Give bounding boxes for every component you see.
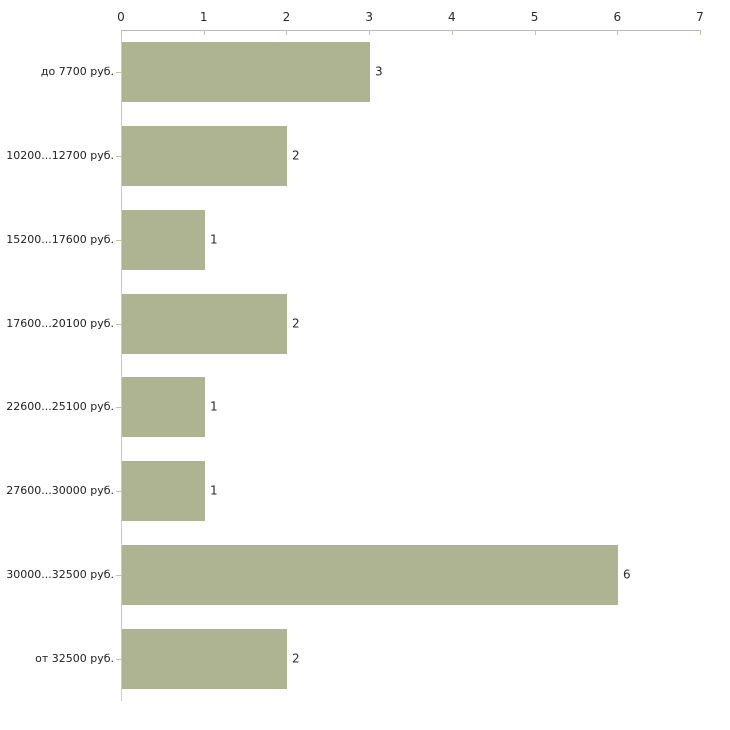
category-label: 27600...30000 руб.	[6, 484, 114, 497]
bar	[122, 210, 205, 270]
x-axis-tick	[534, 30, 536, 35]
y-axis-tick	[116, 324, 121, 325]
bar-value-label: 2	[292, 651, 300, 666]
x-axis-tick-label: 3	[365, 10, 373, 24]
bar-value-label: 2	[292, 148, 300, 163]
category-label: 10200...12700 руб.	[6, 149, 114, 162]
category-label: 30000...32500 руб.	[6, 568, 114, 581]
x-axis-line	[121, 30, 700, 31]
bar	[122, 629, 287, 689]
y-axis-line	[121, 30, 122, 701]
x-axis-tick	[203, 30, 205, 35]
y-axis-tick	[116, 407, 121, 408]
x-axis-tick-label: 4	[448, 10, 456, 24]
category-label: 22600...25100 руб.	[6, 400, 114, 413]
x-axis-tick	[700, 30, 701, 35]
x-axis-tick	[369, 30, 371, 35]
x-axis-tick	[451, 30, 453, 35]
y-axis-tick	[116, 575, 121, 576]
bar-value-label: 3	[375, 64, 383, 79]
bar	[122, 126, 287, 186]
category-label: от 32500 руб.	[35, 652, 114, 665]
category-label: 15200...17600 руб.	[6, 233, 114, 246]
x-axis-tick	[617, 30, 619, 35]
bar	[122, 377, 205, 437]
y-axis-tick	[116, 240, 121, 241]
x-axis-tick-label: 6	[613, 10, 622, 24]
bar-value-label: 2	[292, 316, 300, 331]
bar-value-label: 1	[210, 399, 218, 414]
x-axis-tick-label: 1	[199, 10, 208, 24]
bar	[122, 42, 370, 102]
x-axis-tick-label: 2	[282, 10, 291, 24]
x-axis-tick-label: 7	[696, 10, 704, 24]
bar	[122, 294, 287, 354]
bar-value-label: 1	[210, 483, 218, 498]
x-axis-tick-label: 0	[117, 10, 125, 24]
bar-value-label: 1	[210, 232, 218, 247]
x-axis-tick-label: 5	[530, 10, 539, 24]
category-label: до 7700 руб.	[40, 65, 114, 78]
x-axis-tick	[121, 30, 122, 35]
x-axis-tick	[286, 30, 288, 35]
bar	[122, 461, 205, 521]
y-axis-tick	[116, 156, 121, 157]
y-axis-tick	[116, 491, 121, 492]
bar	[122, 545, 618, 605]
y-axis-tick	[116, 659, 121, 660]
y-axis-tick	[116, 72, 121, 73]
bar-value-label: 6	[623, 567, 631, 582]
category-label: 17600...20100 руб.	[6, 317, 114, 330]
